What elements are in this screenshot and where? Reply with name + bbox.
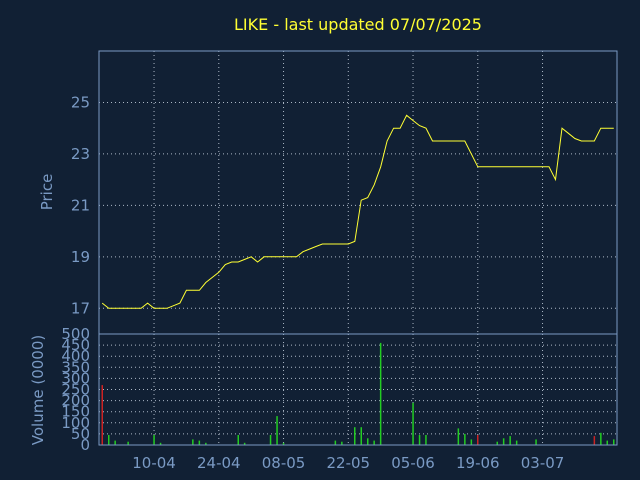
- volume-bar: [412, 402, 414, 445]
- volume-bar: [593, 436, 596, 445]
- x-tick-label: 03-07: [521, 454, 565, 472]
- volume-bar: [127, 441, 129, 445]
- x-tick-labels: 10-04 24-04 08-05 22-05 05-06 19-06 03-07: [132, 454, 564, 472]
- price-y-tick-label: 17: [71, 299, 90, 317]
- volume-bar: [192, 439, 194, 445]
- volume-bar: [114, 440, 116, 445]
- volume-grid: [99, 333, 617, 446]
- x-tick-label: 05-06: [391, 454, 435, 472]
- volume-bar: [354, 427, 356, 445]
- volume-bar: [379, 342, 382, 445]
- volume-bar: [496, 441, 498, 445]
- volume-y-tick-label: 150: [61, 403, 90, 421]
- volume-y-tick-label: 250: [61, 381, 90, 399]
- volume-bar: [198, 440, 201, 445]
- price-panel: 17 19 21 23 25 Price: [38, 50, 618, 335]
- volume-bar: [243, 442, 246, 445]
- volume-bar: [535, 439, 537, 445]
- volume-y-tick-label: 350: [61, 358, 90, 376]
- volume-plot-frame: [98, 333, 618, 446]
- price-axis-label: Price: [38, 174, 56, 211]
- volume-bar: [509, 436, 511, 445]
- volume-axis-label: Volume (0000): [29, 335, 47, 445]
- volume-bar: [457, 428, 460, 445]
- volume-bar: [477, 435, 479, 445]
- x-tick-label: 24-04: [197, 454, 241, 472]
- price-y-tick-label: 25: [71, 93, 90, 111]
- volume-bar: [341, 441, 343, 445]
- price-y-tick-label: 19: [71, 248, 90, 266]
- volume-bar: [418, 435, 421, 445]
- x-tick-label: 19-06: [456, 454, 500, 472]
- price-grid: [99, 51, 617, 334]
- price-y-tick-label: 21: [71, 196, 90, 214]
- volume-bars: [101, 342, 615, 445]
- price-y-tick-label: 23: [71, 145, 90, 163]
- volume-bar: [470, 439, 473, 445]
- volume-bar: [360, 427, 362, 445]
- volume-bar: [425, 435, 427, 445]
- volume-y-tick-label: 100: [61, 414, 90, 432]
- x-tick-label: 08-05: [262, 454, 306, 472]
- volume-bar: [205, 442, 207, 445]
- volume-bar: [606, 440, 608, 445]
- volume-bar: [282, 442, 285, 445]
- volume-bar: [153, 435, 155, 445]
- volume-bar: [237, 435, 239, 445]
- volume-bar: [464, 433, 466, 445]
- volume-y-tick-label: 0: [80, 436, 90, 454]
- price-plot-frame: [98, 50, 618, 335]
- volume-y-tick-label: 400: [61, 347, 90, 365]
- volume-bar: [159, 442, 162, 445]
- chart-title: LIKE - last updated 07/07/2025: [234, 15, 482, 34]
- volume-bar: [600, 432, 602, 445]
- volume-bar: [101, 385, 103, 445]
- x-tick-label: 22-05: [326, 454, 370, 472]
- volume-bar: [515, 440, 518, 445]
- volume-y-tick-label: 300: [61, 369, 90, 387]
- volume-bar: [276, 416, 278, 445]
- volume-y-tick-label: 450: [61, 336, 90, 354]
- volume-bar: [108, 435, 110, 445]
- volume-bar: [269, 435, 272, 445]
- volume-bar: [373, 440, 375, 445]
- volume-bar: [613, 439, 615, 445]
- volume-y-tick-label: 50: [71, 425, 90, 443]
- price-y-ticks: 17 19 21 23 25: [71, 93, 90, 317]
- volume-bar: [367, 438, 369, 445]
- volume-bar: [502, 438, 505, 445]
- volume-y-tick-label: 500: [61, 325, 90, 343]
- price-series-line: [101, 114, 614, 309]
- volume-bar: [334, 440, 337, 445]
- volume-y-tick-label: 200: [61, 392, 90, 410]
- x-tick-label: 10-04: [132, 454, 176, 472]
